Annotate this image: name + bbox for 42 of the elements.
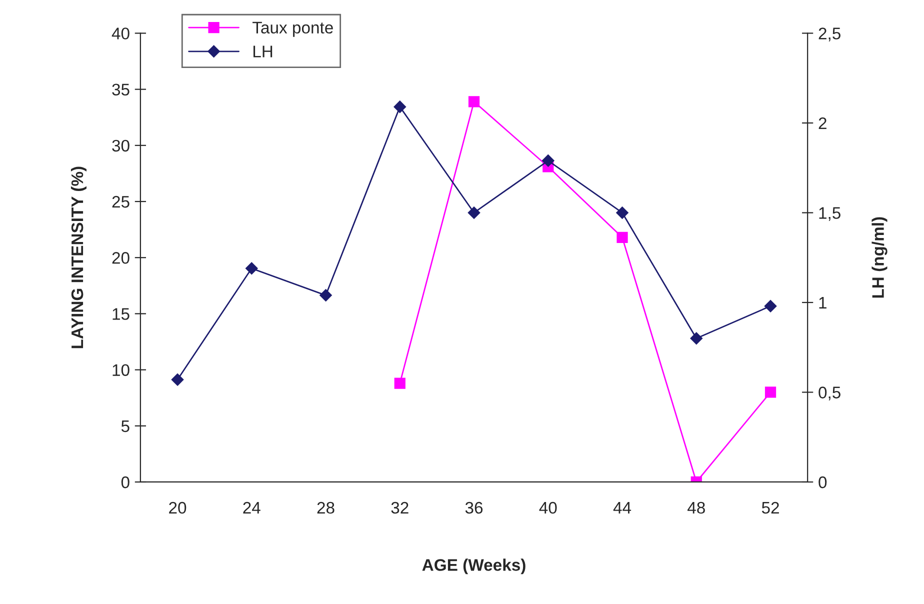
- y2-tick-label: 2,5: [818, 28, 840, 42]
- y2-tick-label: 0,5: [818, 386, 840, 400]
- x-tick-label: 28: [317, 502, 334, 514]
- y-tick-label: 35: [112, 84, 130, 96]
- point: [394, 378, 406, 389]
- y-tick-label: 10: [112, 364, 130, 376]
- y2-tick-label: 2: [818, 117, 826, 130]
- legend-label: Taux ponte: [252, 22, 333, 37]
- point: [690, 332, 702, 344]
- point: [764, 386, 776, 398]
- point: [468, 96, 480, 108]
- x-tick-label: 40: [539, 502, 557, 514]
- point: [616, 232, 628, 243]
- y-tick-label: 40: [112, 28, 130, 40]
- y-axis-title: LAYING INTENSITY (%): [70, 166, 86, 348]
- x-tick-label: 44: [613, 502, 632, 514]
- point: [246, 262, 258, 274]
- point: [468, 206, 480, 219]
- x-tick-label: 48: [688, 502, 705, 514]
- x-axis-title: AGE (Weeks): [422, 558, 526, 574]
- x-tick-label: 52: [762, 502, 779, 514]
- y-tick-label: 25: [112, 196, 130, 208]
- point: [171, 374, 184, 386]
- x-tick-label: 36: [465, 502, 483, 514]
- x-tick-label: 24: [243, 502, 260, 514]
- y-tick-label: 30: [112, 140, 130, 152]
- legend-label: LH: [254, 46, 272, 58]
- y-tick-label: 20: [112, 252, 130, 264]
- y-tick-label: 15: [112, 308, 130, 320]
- point: [320, 289, 332, 302]
- point: [616, 206, 628, 219]
- point: [764, 300, 777, 312]
- y2-tick-label: 1: [819, 297, 826, 309]
- x-tick-label: 20: [169, 502, 186, 514]
- y2-axis-title: LH (ng/ml): [872, 217, 888, 298]
- point: [394, 100, 406, 113]
- point: [542, 154, 554, 167]
- y2-tick-label: 0: [818, 476, 827, 488]
- y2-tick-label: 1,5: [819, 207, 840, 221]
- y-tick-label: 5: [121, 420, 130, 432]
- y-tick-label: 0: [121, 476, 130, 488]
- x-tick-label: 32: [391, 502, 408, 514]
